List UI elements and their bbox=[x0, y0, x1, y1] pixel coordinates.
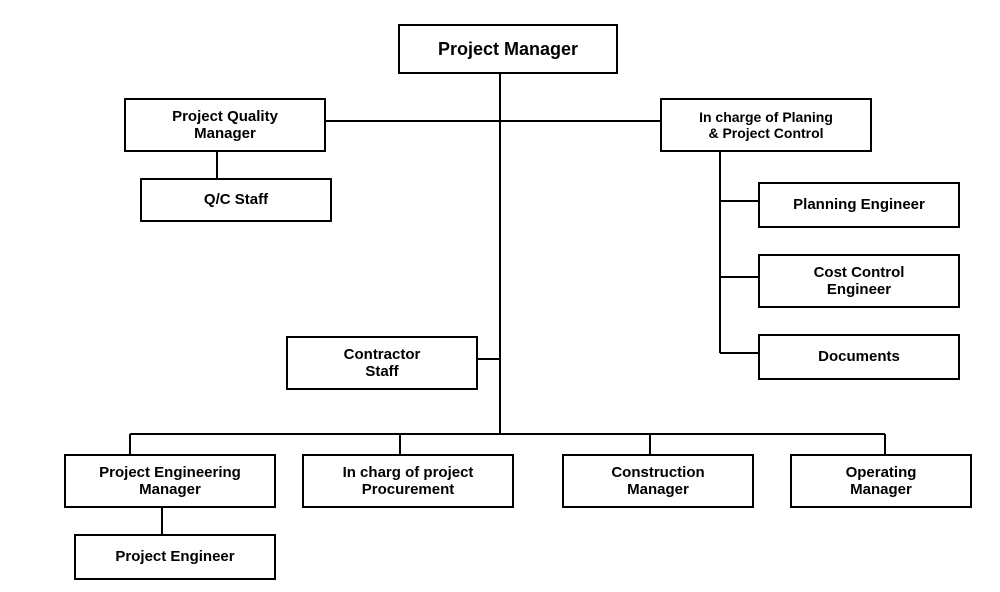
org-chart: Project Manager Project QualityManager Q… bbox=[0, 0, 1000, 592]
node-box: In charg of projectProcurement bbox=[302, 454, 514, 508]
node-box: Project QualityManager bbox=[124, 98, 326, 152]
node-contractor-staff: ContractorStaff bbox=[286, 336, 462, 382]
node-label: ConstructionManager bbox=[570, 464, 746, 499]
node-project-engineer: Project Engineer bbox=[74, 534, 260, 572]
node-box: Documents bbox=[758, 334, 960, 380]
node-box: Project Engineer bbox=[74, 534, 276, 580]
node-box: ContractorStaff bbox=[286, 336, 478, 390]
node-label: In charg of projectProcurement bbox=[310, 464, 506, 499]
node-box: Q/C Staff bbox=[140, 178, 332, 222]
node-operating-manager: OperatingManager bbox=[790, 454, 956, 500]
node-label: OperatingManager bbox=[798, 464, 964, 499]
node-box: Project EngineeringManager bbox=[64, 454, 276, 508]
node-label: Q/C Staff bbox=[148, 191, 324, 208]
node-box: OperatingManager bbox=[790, 454, 972, 508]
node-label: Project EngineeringManager bbox=[72, 464, 268, 499]
node-label: Project Manager bbox=[406, 39, 610, 60]
node-box: Cost ControlEngineer bbox=[758, 254, 960, 308]
node-box: Planning Engineer bbox=[758, 182, 960, 228]
node-documents: Documents bbox=[758, 334, 944, 372]
node-construction-manager: ConstructionManager bbox=[562, 454, 738, 500]
node-box: Project Manager bbox=[398, 24, 618, 74]
node-project-eng-manager: Project EngineeringManager bbox=[64, 454, 260, 500]
node-label: ContractorStaff bbox=[294, 346, 470, 381]
node-label: Project Engineer bbox=[82, 548, 268, 565]
node-label: In charge of Planing& Project Control bbox=[668, 109, 864, 141]
node-cost-control-engineer: Cost ControlEngineer bbox=[758, 254, 944, 300]
node-label: Cost ControlEngineer bbox=[766, 264, 952, 299]
node-label: Project QualityManager bbox=[132, 108, 318, 143]
node-label: Documents bbox=[766, 348, 952, 365]
node-label: Planning Engineer bbox=[766, 196, 952, 213]
node-planning-engineer: Planning Engineer bbox=[758, 182, 944, 220]
node-box: ConstructionManager bbox=[562, 454, 754, 508]
node-box: In charge of Planing& Project Control bbox=[660, 98, 872, 152]
node-project-manager: Project Manager bbox=[398, 24, 602, 66]
node-project-quality-manager: Project QualityManager bbox=[124, 98, 310, 144]
node-qc-staff: Q/C Staff bbox=[140, 178, 316, 214]
node-planning-control: In charge of Planing& Project Control bbox=[660, 98, 856, 144]
node-procurement: In charg of projectProcurement bbox=[302, 454, 498, 500]
